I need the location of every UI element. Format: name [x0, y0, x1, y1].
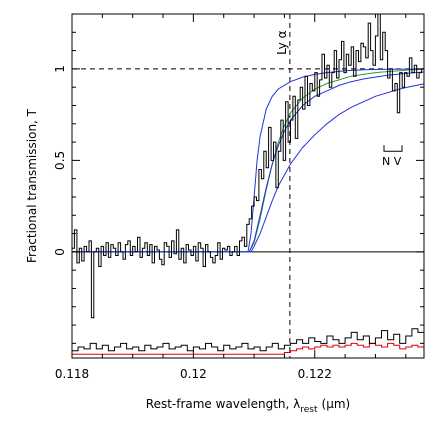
y-tick-label: 0.5: [53, 151, 67, 170]
x-axis-label-unit: (μm): [322, 397, 351, 411]
ticks-layer: 0.118 0.12 0.122 0 0.5 1: [53, 13, 424, 381]
series-6-line: [72, 342, 424, 355]
nv-bracket: [383, 145, 403, 152]
x-axis-label: Rest-frame wavelength, λrest (μm): [146, 397, 350, 415]
y-tick-label: 0: [53, 248, 67, 256]
series-5-line: [72, 328, 424, 352]
x-axis-label-subscript: rest: [300, 405, 318, 415]
nv-label: N V: [382, 155, 402, 168]
series-4-line: [72, 83, 425, 253]
x-tick-label: 0.118: [55, 367, 89, 381]
nv-doublet-marker: N V: [382, 145, 403, 168]
plot-frame: [71, 13, 425, 359]
y-tick-label: 1: [53, 65, 67, 73]
series-layer: [72, 13, 425, 355]
x-tick-label: 0.12: [180, 367, 207, 381]
x-tick-label: 0.122: [298, 367, 332, 381]
y-axis-label: Fractional transmission, T: [25, 108, 39, 263]
series-3-line: [72, 71, 425, 253]
x-axis-label-main: Rest-frame wavelength, λ: [146, 397, 301, 411]
series-2-line: [72, 68, 425, 253]
series-0-line: [72, 13, 424, 319]
lya-annotation-label: Ly α: [275, 30, 289, 55]
